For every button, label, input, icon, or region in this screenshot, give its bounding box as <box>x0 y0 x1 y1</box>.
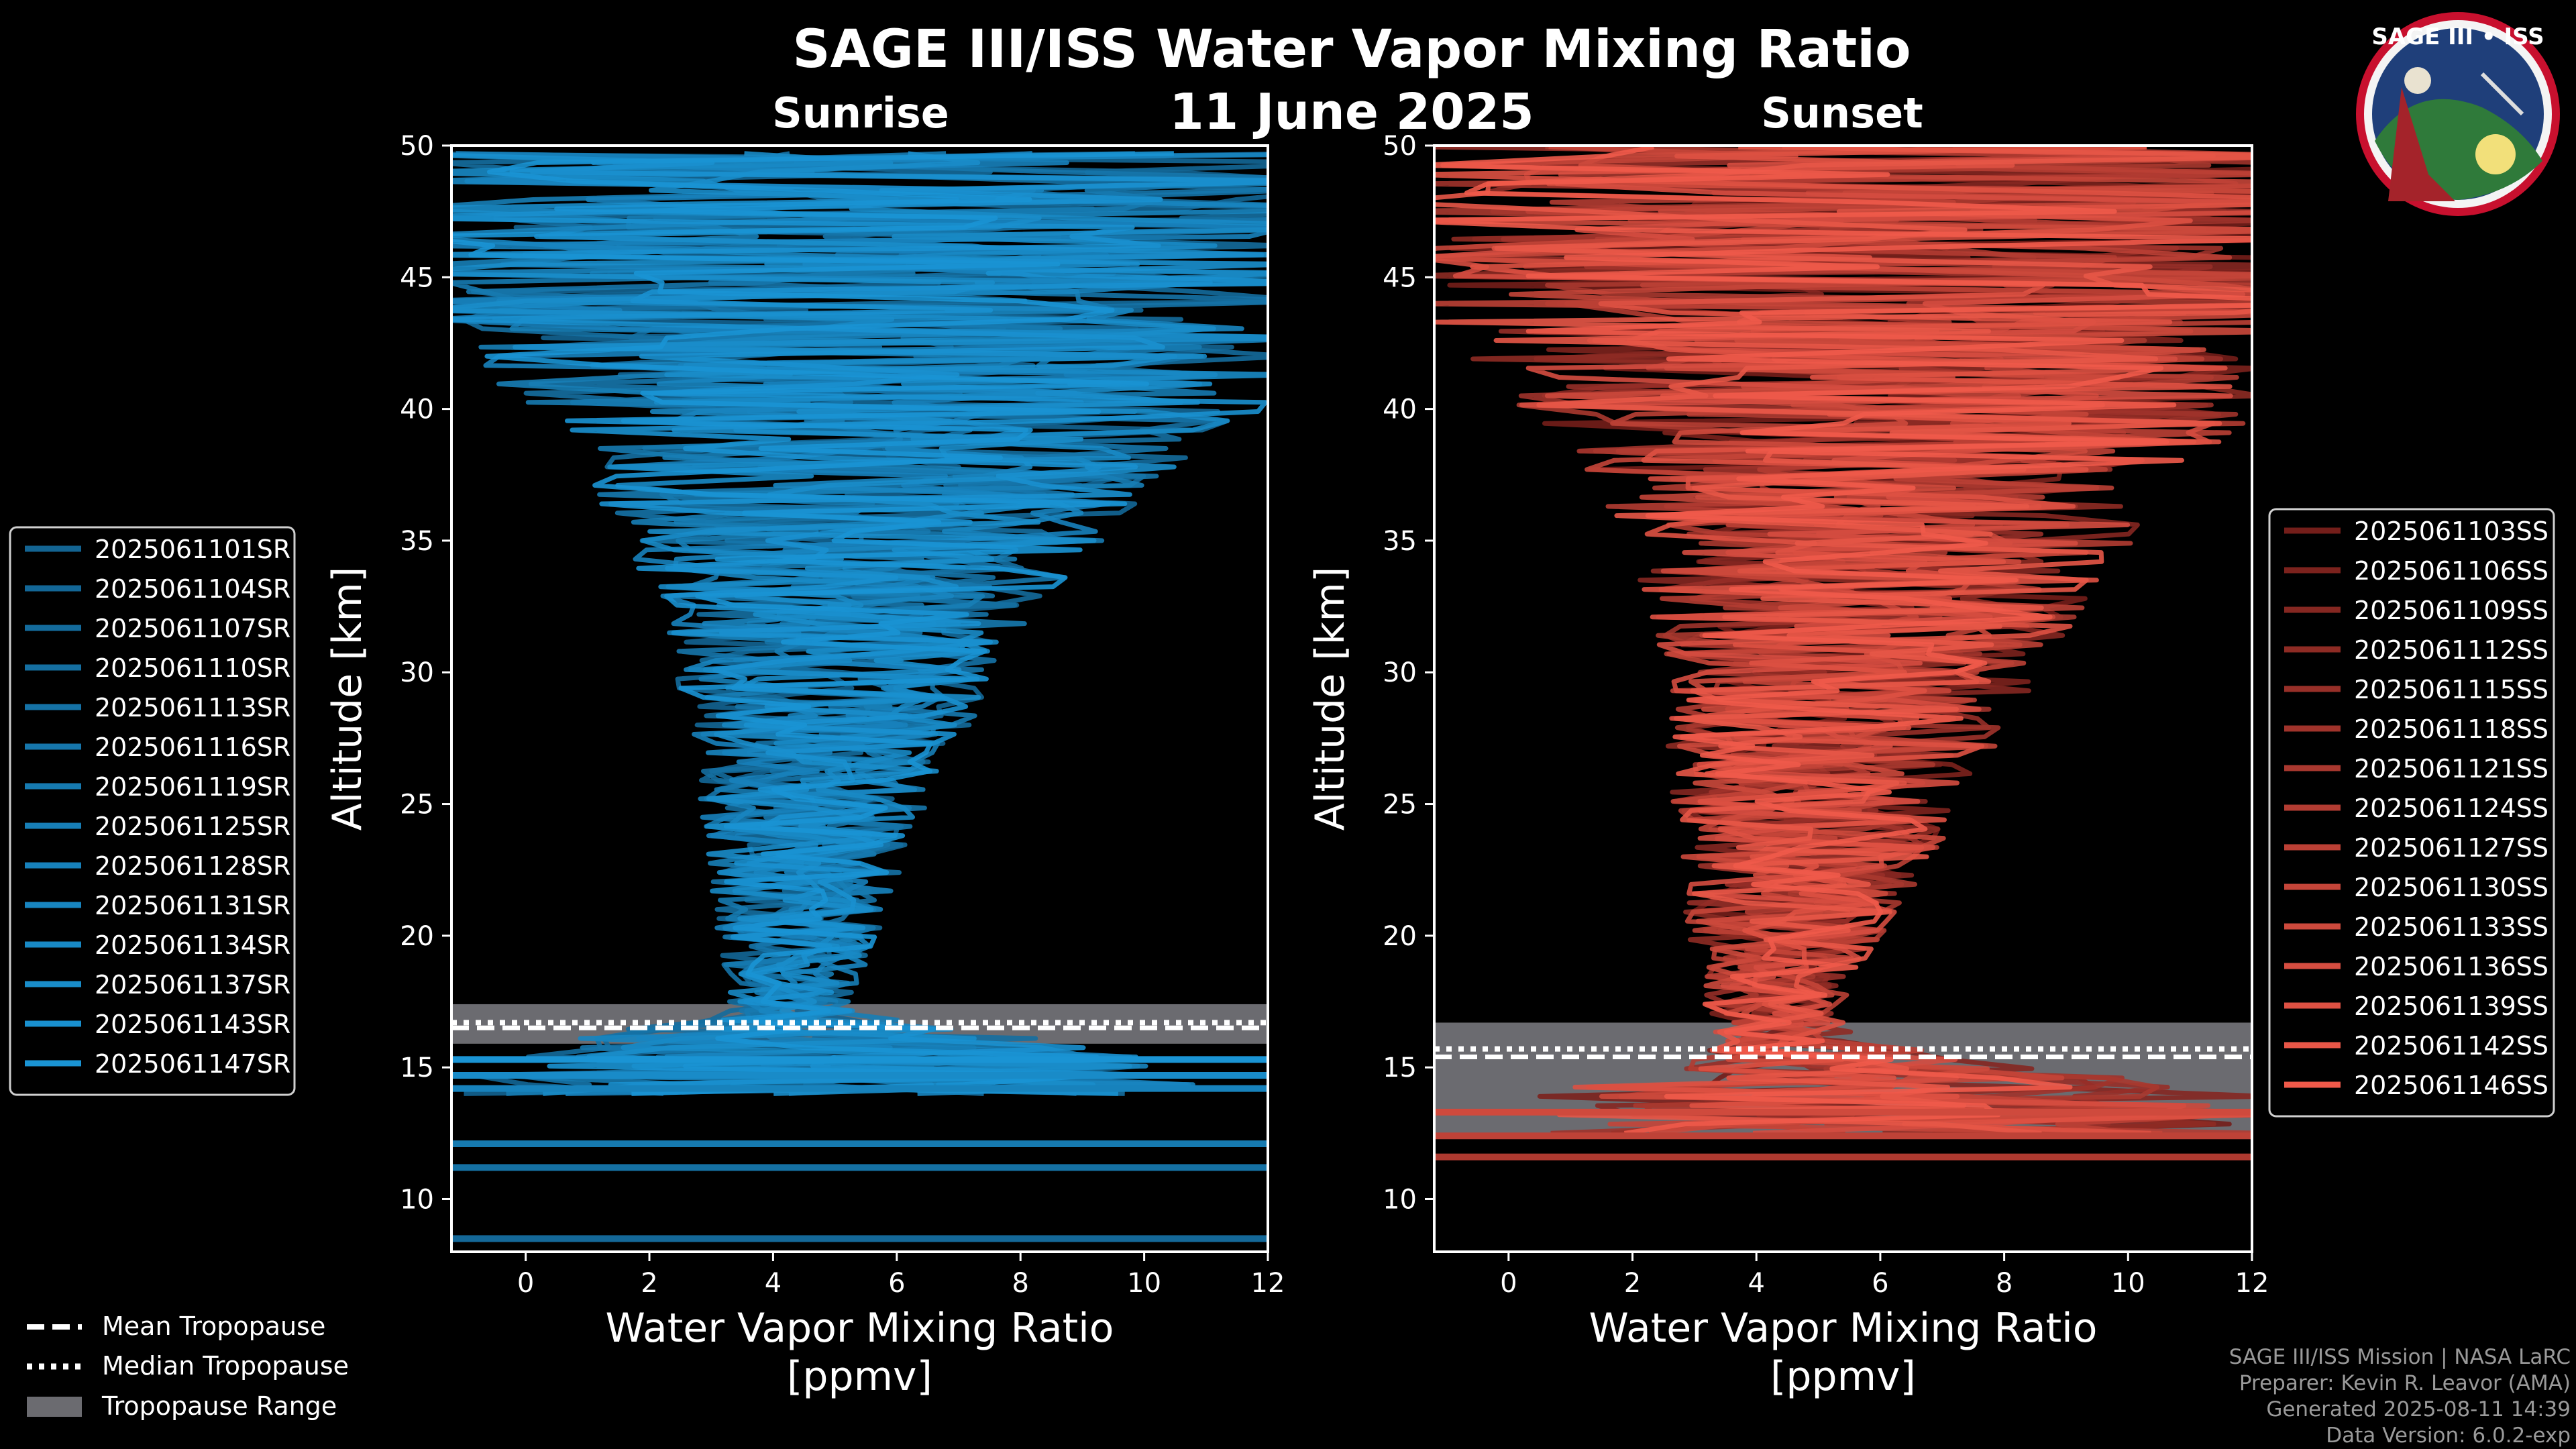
x-axis-unit: [ppmv] <box>1770 1353 1916 1400</box>
x-axis-unit: [ppmv] <box>787 1353 932 1400</box>
tropopause-range-swatch <box>27 1397 82 1417</box>
legend-entry-2025061137SR: 2025061137SR <box>95 970 290 1000</box>
y-tick-label: 25 <box>1383 790 1417 820</box>
y-tick-label: 15 <box>1383 1053 1417 1083</box>
y-tick-label: 35 <box>1383 526 1417 557</box>
x-tick-label: 12 <box>2235 1268 2269 1299</box>
sunrise-plot: 0 2 4 6 8 10 12 10 15 20 25 30 35 40 45 50 Water Vapor M… <box>324 131 1285 1400</box>
y-tick-label: 20 <box>400 921 434 952</box>
legend-entry-2025061124SS: 2025061124SS <box>2354 794 2548 823</box>
legend-entry-2025061107SR: 2025061107SR <box>95 614 290 643</box>
legend-entry-2025061110SR: 2025061110SR <box>95 653 290 683</box>
x-tick-label: 2 <box>1624 1268 1641 1299</box>
y-tick-label: 45 <box>1383 262 1417 293</box>
x-tick-label: 12 <box>1251 1268 1285 1299</box>
legend-entry-2025061139SS: 2025061139SS <box>2354 991 2548 1021</box>
series-line-2025061146SS <box>1434 146 2252 1136</box>
figure-date: 11 June 2025 <box>1169 83 1534 141</box>
y-tick-label: 15 <box>400 1053 434 1083</box>
x-tick-label: 8 <box>1012 1268 1028 1299</box>
x-tick-label: 6 <box>888 1268 905 1299</box>
legend-entry-2025061130SS: 2025061130SS <box>2354 873 2548 902</box>
profile-lines <box>1434 146 2252 1161</box>
sunrise-panel-title: Sunrise <box>772 89 949 138</box>
legend-entry-2025061119SR: 2025061119SR <box>95 772 290 802</box>
legend-entry-2025061143SR: 2025061143SR <box>95 1010 290 1039</box>
figure-title: SAGE III/ISS Water Vapor Mixing Ratio <box>792 19 1911 80</box>
x-tick-label: 8 <box>1996 1268 2012 1299</box>
series-line-2025061143SR <box>451 152 1268 1096</box>
series-line-2025061128SR <box>451 151 1268 1096</box>
legend-entry-2025061146SS: 2025061146SS <box>2354 1071 2548 1100</box>
x-tick-label: 10 <box>1127 1268 1161 1299</box>
credits-mission: SAGE III/ISS Mission | NASA LaRC <box>2229 1345 2571 1369</box>
y-tick-label: 25 <box>400 790 434 820</box>
legend-entry-2025061116SR: 2025061116SR <box>95 733 290 762</box>
legend-entry-2025061147SR: 2025061147SR <box>95 1049 290 1079</box>
x-axis-label: Water Vapor Mixing Ratio <box>606 1305 1114 1352</box>
plot-frame <box>450 144 1269 1253</box>
y-tick-label: 40 <box>400 394 434 425</box>
y-tick-label: 50 <box>400 131 434 162</box>
x-tick-label: 2 <box>641 1268 657 1299</box>
x-tick-label: 10 <box>2111 1268 2145 1299</box>
legend-entry-2025061109SS: 2025061109SS <box>2354 596 2548 625</box>
legend-entry-2025061106SS: 2025061106SS <box>2354 556 2548 586</box>
legend-entry-2025061113SR: 2025061113SR <box>95 693 290 722</box>
mean-tropopause-label: Mean Tropopause <box>102 1311 325 1341</box>
x-tick-label: 4 <box>765 1268 782 1299</box>
legend-entry-2025061131SR: 2025061131SR <box>95 891 290 920</box>
x-tick-label: 0 <box>517 1268 534 1299</box>
sage-iii-iss-logo: SAGE III • ISS <box>2356 12 2560 216</box>
legend-entry-2025061142SS: 2025061142SS <box>2354 1031 2548 1061</box>
y-tick-label: 20 <box>1383 921 1417 952</box>
credits-version: Data Version: 6.0.2-exp <box>2326 1424 2571 1448</box>
x-axis-label: Water Vapor Mixing Ratio <box>1589 1305 2098 1352</box>
median-tropopause-label: Median Tropopause <box>102 1351 349 1381</box>
sunset-plot: 0 2 4 6 8 10 12 10 15 20 25 30 35 40 45 50 Water Vapor M… <box>1307 131 2269 1400</box>
sunset-legend: 2025061103SS 2025061106SS 2025061109SS 2025… <box>2268 508 2555 1118</box>
legend-entry-2025061104SR: 2025061104SR <box>95 574 290 604</box>
legend-entry-2025061103SS: 2025061103SS <box>2354 517 2548 546</box>
y-tick-label: 35 <box>400 526 434 557</box>
legend-entry-2025061101SR: 2025061101SR <box>95 535 290 564</box>
y-tick-label: 40 <box>1383 394 1417 425</box>
legend-entry-2025061118SS: 2025061118SS <box>2354 714 2548 744</box>
legend-entry-2025061121SS: 2025061121SS <box>2354 754 2548 784</box>
legend-entry-2025061127SS: 2025061127SS <box>2354 833 2548 863</box>
legend-entry-2025061115SS: 2025061115SS <box>2354 675 2548 704</box>
tropopause-legend: Mean Tropopause Median Tropopause Tropop… <box>27 1311 349 1421</box>
x-tick-label: 6 <box>1872 1268 1888 1299</box>
y-tick-label: 50 <box>1383 131 1417 162</box>
legend-entry-2025061134SR: 2025061134SR <box>95 930 290 960</box>
sunrise-legend: 2025061101SR 2025061104SR 2025061107SR 2025… <box>9 526 296 1096</box>
x-tick-label: 4 <box>1748 1268 1764 1299</box>
legend-entry-2025061128SR: 2025061128SR <box>95 851 290 881</box>
legend-entry-2025061125SR: 2025061125SR <box>95 812 290 841</box>
credits: SAGE III/ISS Mission | NASA LaRC Prepare… <box>2229 1344 2571 1449</box>
sunset-panel-title: Sunset <box>1761 89 1923 138</box>
y-tick-label: 30 <box>400 657 434 688</box>
tropopause-range-label: Tropopause Range <box>101 1391 337 1421</box>
credits-generated: Generated 2025-08-11 14:39 <box>2266 1397 2571 1421</box>
credits-preparer: Preparer: Kevin R. Leavor (AMA) <box>2239 1371 2571 1395</box>
plot-frame <box>1433 144 2253 1253</box>
series-line-2025061147SR <box>451 151 1174 1096</box>
y-axis-label: Altitude [km] <box>1307 567 1354 831</box>
profile-lines <box>451 151 1268 1242</box>
y-tick-label: 30 <box>1383 657 1417 688</box>
x-tick-label: 0 <box>1500 1268 1517 1299</box>
y-tick-label: 45 <box>400 262 434 293</box>
y-tick-label: 10 <box>1383 1184 1417 1215</box>
legend-entry-2025061136SS: 2025061136SS <box>2354 952 2548 981</box>
logo-text: SAGE III • ISS <box>2371 23 2544 50</box>
legend-entry-2025061112SS: 2025061112SS <box>2354 635 2548 665</box>
legend-entry-2025061133SS: 2025061133SS <box>2354 912 2548 942</box>
y-tick-label: 10 <box>400 1184 434 1215</box>
y-axis-label: Altitude [km] <box>324 567 371 831</box>
